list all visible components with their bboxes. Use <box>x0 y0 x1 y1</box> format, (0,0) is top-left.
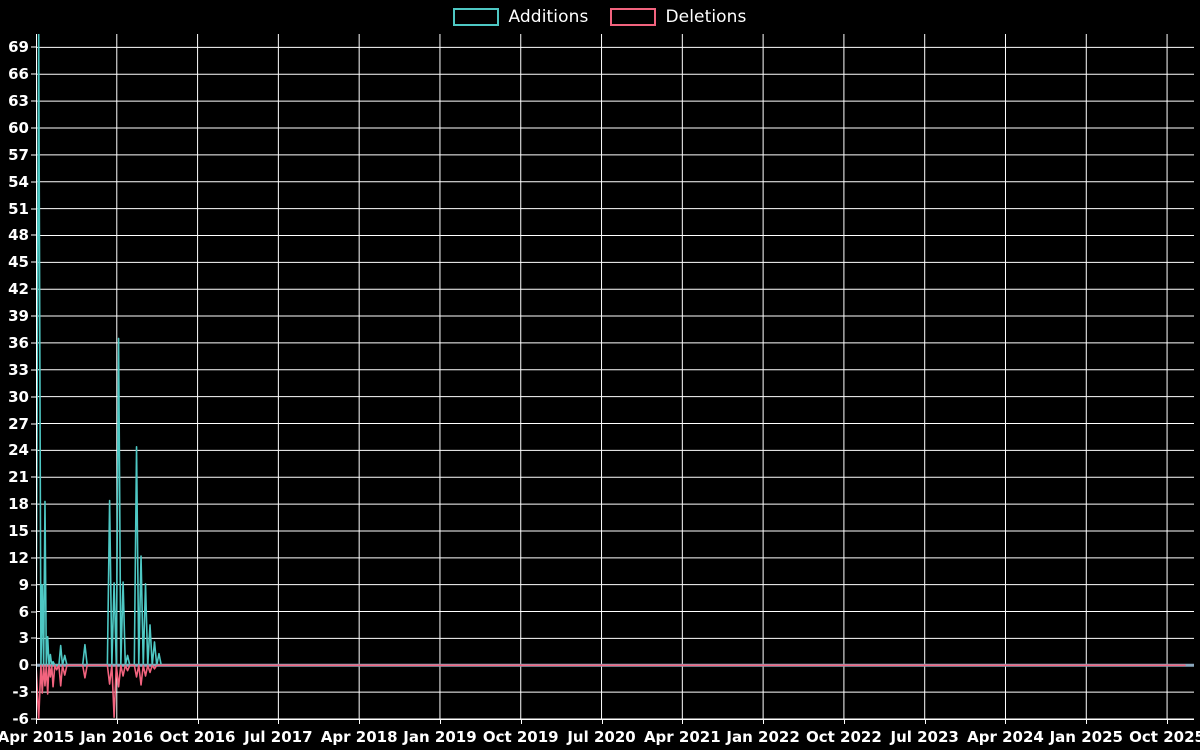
x-tick-label: Jan 2016 <box>80 728 154 746</box>
y-tick-mark <box>31 100 36 102</box>
y-tick-label: 3 <box>18 629 29 648</box>
y-tick-label: 24 <box>8 441 29 460</box>
x-tick-label: Apr 2024 <box>967 728 1044 746</box>
y-tick-mark <box>31 396 36 398</box>
x-tick-mark <box>924 719 926 724</box>
y-tick-mark <box>31 342 36 344</box>
y-tick-mark <box>31 208 36 210</box>
y-tick-mark <box>31 637 36 639</box>
y-tick-label: 54 <box>8 172 29 191</box>
legend-deletions-swatch-icon <box>610 8 657 26</box>
y-tick-label: 48 <box>8 226 29 245</box>
x-tick-mark <box>763 719 765 724</box>
y-tick-mark <box>31 423 36 424</box>
x-tick-mark <box>682 719 684 724</box>
y-tick-label: 57 <box>8 145 29 164</box>
y-tick-label: 0 <box>18 656 29 675</box>
y-tick-label: 18 <box>8 495 29 514</box>
y-tick-mark <box>31 503 36 505</box>
y-axis-labels: 69 66 63 60 57 54 51 48 45 42 39 36 33 30 27 24 21 18 15 12… <box>0 34 36 728</box>
y-tick-label: 66 <box>8 65 29 84</box>
series-lines <box>36 34 1186 719</box>
x-tick-label: Apr 2021 <box>643 728 721 746</box>
x-tick-label: Oct 2019 <box>482 728 559 746</box>
x-tick-label: Oct 2025 <box>1129 728 1200 746</box>
y-tick-mark <box>31 154 36 156</box>
x-tick-label: Jan 2022 <box>726 728 800 746</box>
y-tick-label: 39 <box>8 307 29 326</box>
x-tick-mark <box>1167 719 1169 724</box>
y-tick-label: 6 <box>18 602 29 621</box>
y-tick-label: 60 <box>8 119 29 138</box>
plot-area <box>36 34 1194 719</box>
y-tick-mark <box>31 369 36 371</box>
legend-additions-label: Additions <box>508 7 589 27</box>
y-tick-mark <box>31 127 36 129</box>
y-tick-mark <box>31 530 36 532</box>
y-tick-mark <box>31 449 36 451</box>
legend-deletions-label: Deletions <box>665 7 747 27</box>
x-tick-label: Jul 2020 <box>567 728 636 746</box>
y-tick-label: 45 <box>8 253 29 272</box>
x-axis-spine <box>36 719 1194 720</box>
y-tick-mark <box>31 181 36 183</box>
y-tick-label: 21 <box>8 468 29 487</box>
y-tick-mark <box>31 234 36 236</box>
y-tick-label: 33 <box>8 360 29 379</box>
y-tick-label: 42 <box>8 280 29 299</box>
x-tick-label: Jan 2025 <box>1049 728 1123 746</box>
y-tick-mark <box>31 584 36 586</box>
legend-deletions[interactable]: Deletions <box>610 7 746 27</box>
x-tick-mark <box>439 719 441 724</box>
series-deletions <box>36 664 1186 719</box>
y-tick-label: 12 <box>8 548 29 567</box>
y-tick-mark <box>31 664 36 666</box>
x-tick-mark <box>197 719 199 724</box>
x-tick-label: Jul 2023 <box>890 728 959 746</box>
x-tick-label: Oct 2016 <box>159 728 236 746</box>
x-tick-mark <box>278 719 280 724</box>
x-tick-mark <box>843 719 845 724</box>
x-tick-mark <box>359 719 361 724</box>
y-tick-mark <box>31 611 36 613</box>
x-tick-label: Apr 2015 <box>0 728 75 746</box>
x-tick-label: Oct 2022 <box>806 728 882 746</box>
chart-legend: Additions Deletions <box>0 0 1200 34</box>
y-tick-label: 27 <box>8 414 29 433</box>
x-tick-label: Jan 2019 <box>403 728 477 746</box>
y-tick-mark <box>31 718 36 720</box>
x-tick-label: Jul 2017 <box>244 728 313 746</box>
x-tick-mark <box>116 719 118 724</box>
y-tick-mark <box>31 557 36 559</box>
y-tick-label: 36 <box>8 333 29 352</box>
y-tick-label: -6 <box>12 710 29 728</box>
y-tick-mark <box>31 315 36 317</box>
x-tick-mark <box>36 719 37 724</box>
y-tick-label: 69 <box>8 38 29 57</box>
y-tick-label: 15 <box>8 521 29 540</box>
legend-additions-swatch-icon <box>453 8 500 26</box>
grid-lines <box>36 34 1194 719</box>
y-tick-label: -3 <box>12 683 29 702</box>
y-axis-spine <box>36 34 37 719</box>
x-tick-mark <box>601 719 603 724</box>
y-tick-mark <box>31 288 36 290</box>
y-tick-mark <box>31 261 36 263</box>
x-tick-mark <box>520 719 522 724</box>
y-tick-mark <box>31 46 36 48</box>
y-tick-label: 51 <box>8 199 29 218</box>
x-tick-mark <box>1086 719 1088 724</box>
y-tick-label: 30 <box>8 387 29 406</box>
x-tick-label: Apr 2018 <box>320 728 398 746</box>
y-tick-mark <box>31 476 36 478</box>
y-tick-mark <box>31 691 36 693</box>
x-axis-labels: Apr 2015 Jan 2016 Oct 2016 Jul 2017 Apr 2018… <box>0 719 1200 750</box>
legend-additions[interactable]: Additions <box>453 7 588 27</box>
y-tick-mark <box>31 73 36 75</box>
y-tick-label: 63 <box>8 92 29 111</box>
y-tick-label: 9 <box>18 575 29 594</box>
series-additions <box>36 34 1186 667</box>
x-tick-mark <box>1005 719 1007 724</box>
